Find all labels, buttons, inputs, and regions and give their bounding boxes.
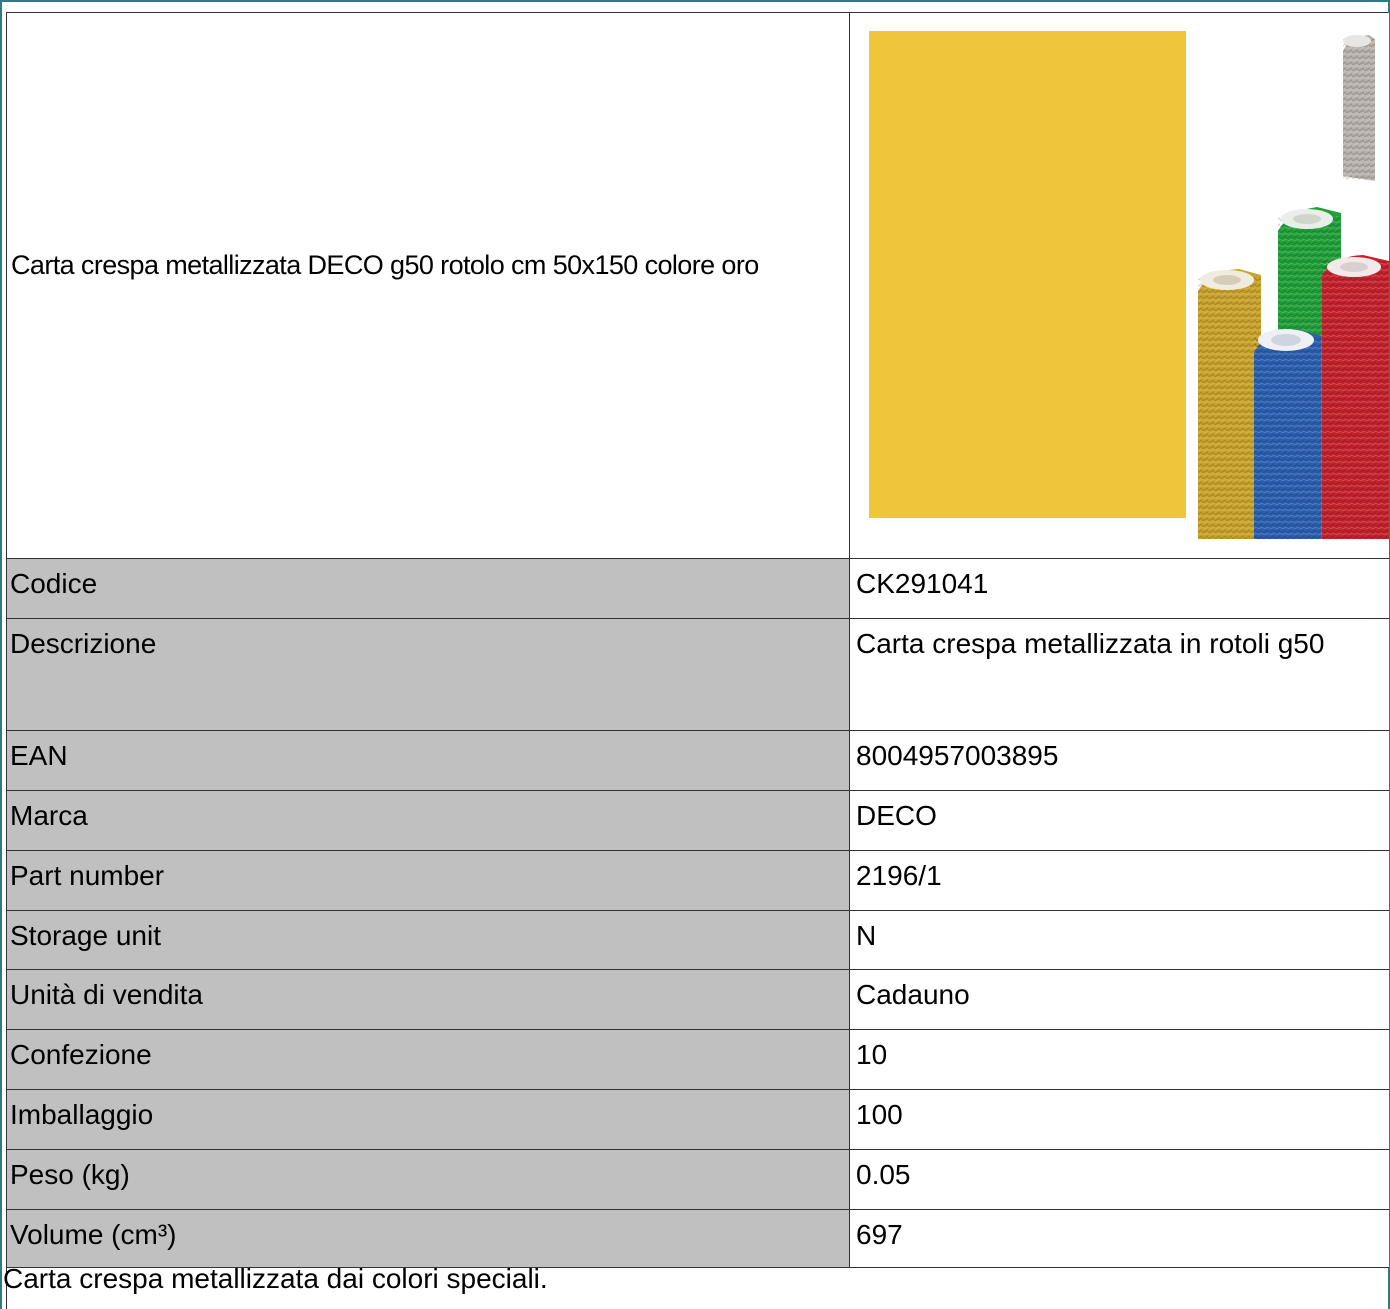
spec-label: Unità di vendita <box>7 970 850 1030</box>
product-table: Carta crespa metallizzata DECO g50 rotol… <box>6 12 1389 1309</box>
spec-value: Carta crespa metallizzata in rotoli g50 <box>850 619 1389 731</box>
blue-roll <box>1254 329 1321 539</box>
spec-row-ean: EAN 8004957003895 <box>7 731 1389 791</box>
spec-row-unita-vendita: Unità di vendita Cadauno <box>7 970 1389 1030</box>
spec-row-volume: Volume (cm³) 697 <box>7 1210 1389 1268</box>
spec-value: CK291041 <box>850 559 1389 619</box>
spec-value: DECO <box>850 791 1389 851</box>
spec-value: N <box>850 911 1389 970</box>
spec-label: Marca <box>7 791 850 851</box>
gold-roll <box>1198 269 1261 539</box>
spec-row-descrizione: Descrizione Carta crespa metallizzata in… <box>7 619 1389 731</box>
spec-label: Imballaggio <box>7 1090 850 1150</box>
spec-label: Storage unit <box>7 911 850 970</box>
spec-label: Volume (cm³) <box>7 1210 850 1268</box>
spec-value: 10 <box>850 1030 1389 1090</box>
spec-value: 697 <box>850 1210 1389 1268</box>
spec-row-marca: Marca DECO <box>7 791 1389 851</box>
spec-row-confezione: Confezione 10 <box>7 1030 1389 1090</box>
spec-label: EAN <box>7 731 850 791</box>
spec-label: Part number <box>7 851 850 911</box>
product-footer-description: Carta crespa metallizzata dai colori spe… <box>3 1263 548 1294</box>
product-title-cell: Carta crespa metallizzata DECO g50 rotol… <box>7 13 850 559</box>
spec-value: 0.05 <box>850 1150 1389 1210</box>
spec-label: Codice <box>7 559 850 619</box>
spec-row-imballaggio: Imballaggio 100 <box>7 1090 1389 1150</box>
spec-value: Cadauno <box>850 970 1389 1030</box>
spec-value: 100 <box>850 1090 1389 1150</box>
product-title: Carta crespa metallizzata DECO g50 rotol… <box>11 250 759 280</box>
spec-row-codice: Codice CK291041 <box>7 559 1389 619</box>
silver-roll <box>1343 35 1375 181</box>
red-roll <box>1322 255 1389 539</box>
crepe-paper-rolls-image <box>869 31 1389 539</box>
spec-value: 8004957003895 <box>850 731 1389 791</box>
spec-label: Peso (kg) <box>7 1150 850 1210</box>
spec-row-storage-unit: Storage unit N <box>7 911 1389 970</box>
spec-row-part-number: Part number 2196/1 <box>7 851 1389 911</box>
spec-label: Confezione <box>7 1030 850 1090</box>
product-image-cell <box>850 13 1389 559</box>
spec-row-peso: Peso (kg) 0.05 <box>7 1150 1389 1210</box>
spec-label: Descrizione <box>7 619 850 731</box>
spec-value: 2196/1 <box>850 851 1389 911</box>
